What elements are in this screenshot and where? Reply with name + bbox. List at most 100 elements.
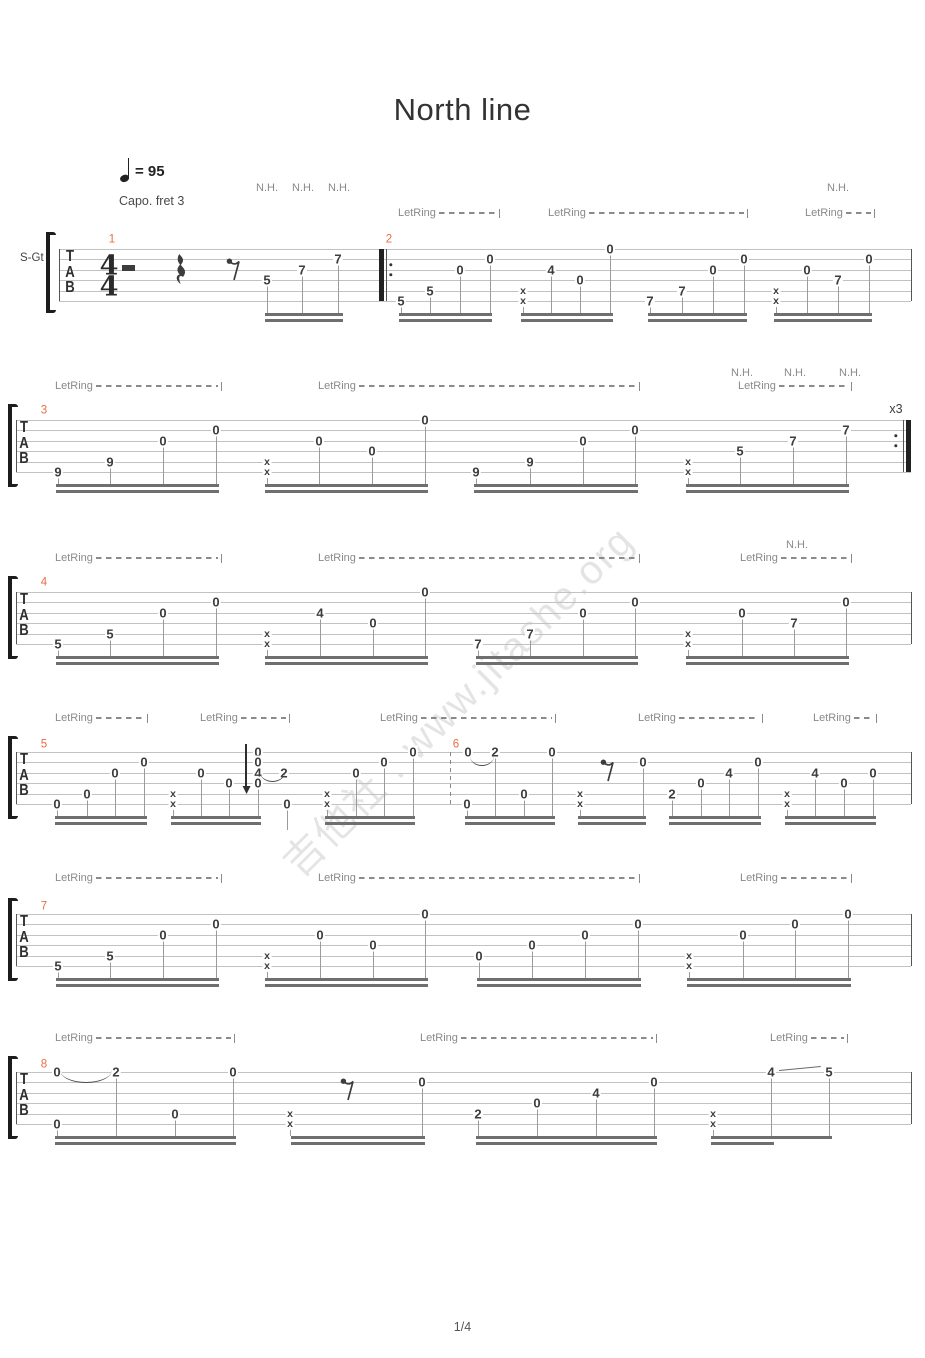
beam (291, 1136, 425, 1140)
let-ring-end-tick (220, 553, 222, 563)
beam (476, 1141, 657, 1146)
natural-harmonic-label: N.H. (328, 182, 350, 194)
note-stem (794, 628, 795, 656)
fret-number: 0 (407, 744, 419, 760)
fret-number: 0 (313, 433, 325, 449)
fret-number: 2 (472, 1106, 484, 1122)
let-ring-end-tick (846, 1033, 848, 1043)
let-ring-dashes (95, 877, 218, 879)
let-ring-label: LetRing (318, 551, 356, 564)
fret-number: 0 (461, 796, 473, 812)
system-bracket-hook (8, 1056, 18, 1059)
fret-number: 9 (104, 454, 116, 470)
fret-number: 0 (484, 251, 496, 267)
fret-number: 0 (801, 262, 813, 278)
let-ring-dashes (95, 557, 218, 559)
tab-clef-letter: T (19, 1071, 29, 1088)
fret-number: 0 (840, 594, 852, 610)
note-stem (635, 607, 636, 656)
beam (687, 983, 851, 988)
fret-number: 0 (707, 262, 719, 278)
system-bracket (8, 899, 12, 980)
muted-note: x (771, 284, 781, 297)
note-stem (320, 618, 321, 656)
fret-number: 7 (832, 272, 844, 288)
note-stem (401, 306, 402, 313)
let-ring-label: LetRing (318, 379, 356, 392)
note-stem (478, 649, 479, 656)
song-title: North line (393, 92, 532, 127)
let-ring-marking: LetRing (318, 379, 640, 393)
fret-number: 0 (789, 916, 801, 932)
system-bracket-hook (8, 736, 18, 739)
let-ring-dashes (420, 717, 552, 719)
fret-number: 0 (454, 262, 466, 278)
beam (56, 661, 219, 666)
beam (774, 1136, 832, 1140)
note-stem (58, 971, 59, 978)
staff-line (16, 633, 911, 635)
system-bracket-hook (46, 232, 56, 235)
fret-number: 0 (546, 744, 558, 760)
muted-note: x (262, 465, 272, 478)
fret-number: 0 (157, 433, 169, 449)
note-stem (413, 757, 414, 816)
staff-line (16, 472, 911, 473)
fret-number: 0 (863, 251, 875, 267)
barline (16, 1072, 18, 1124)
let-ring-marking: LetRing (813, 711, 877, 725)
staff-line (16, 945, 911, 947)
let-ring-marking: LetRing (200, 711, 290, 725)
note-stem (650, 306, 651, 313)
fret-number: 5 (823, 1064, 835, 1080)
note-stem (384, 767, 385, 816)
fret-number: 5 (734, 443, 746, 459)
staff-line (16, 772, 911, 774)
fret-number: 5 (52, 958, 64, 974)
natural-harmonic-label: N.H. (839, 367, 861, 379)
note-stem (233, 1077, 234, 1136)
note-stem (173, 809, 174, 816)
fret-number: 4 (590, 1085, 602, 1101)
fret-number: 5 (424, 283, 436, 299)
eighth-rest (226, 256, 241, 286)
let-ring-label: LetRing (318, 871, 356, 884)
fret-number: 7 (524, 626, 536, 642)
let-ring-dashes (678, 717, 759, 719)
staff-line (16, 1092, 911, 1094)
natural-harmonic-label: N.H. (731, 367, 753, 379)
note-stem (596, 1098, 597, 1136)
beam (477, 983, 641, 988)
beam (476, 1136, 657, 1140)
fret-number: 0 (629, 422, 641, 438)
note-stem (430, 296, 431, 313)
let-ring-label: LetRing (55, 1031, 93, 1044)
repeat-start-barline (379, 249, 384, 301)
note-stem (163, 940, 164, 978)
note-stem (110, 639, 111, 656)
fret-number: 0 (738, 251, 750, 267)
note-stem (267, 971, 268, 978)
beam (785, 816, 876, 820)
muted-note: x (683, 465, 693, 478)
fret-number: 2 (489, 744, 501, 760)
capo-label: Capo. fret 3 (119, 194, 185, 208)
fret-number: 0 (842, 906, 854, 922)
beam (474, 484, 638, 488)
let-ring-dashes (438, 212, 496, 214)
staff-line (59, 269, 911, 271)
let-ring-end-tick (233, 1033, 235, 1043)
fret-number: 4 (545, 262, 557, 278)
note-stem (758, 767, 759, 816)
muted-note: x (575, 797, 585, 810)
staff-line (16, 623, 911, 625)
fret-number: 0 (867, 765, 879, 781)
fret-number: 7 (332, 251, 344, 267)
staff-line (16, 440, 911, 442)
beam (399, 318, 492, 323)
note-stem (490, 264, 491, 313)
repeat-dot (893, 433, 898, 438)
watermark: 吉他社 . www.jitashe.org (275, 518, 643, 886)
fret-number: 0 (579, 927, 591, 943)
let-ring-dashes (358, 557, 636, 559)
